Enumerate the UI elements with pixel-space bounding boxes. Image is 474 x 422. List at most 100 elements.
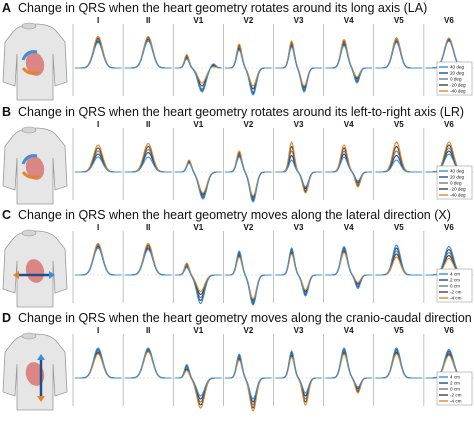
panel-a: A Change in QRS when the heart geometry r… (2, 1, 474, 101)
neck-shape (21, 126, 37, 134)
series-line-3 (225, 254, 272, 302)
lead-label: V2 (244, 223, 254, 232)
series-line-4 (175, 53, 222, 84)
series-line-4 (225, 150, 272, 197)
series-line-0 (275, 46, 322, 93)
lead-v3: V3 (273, 223, 324, 303)
lead-v2: V2 (223, 16, 274, 96)
lead-label: I (97, 120, 99, 129)
lead-v4: V4 (323, 120, 374, 200)
panel-title: Change in QRS when the heart geometry mo… (18, 208, 451, 222)
series-line-0 (125, 40, 172, 69)
torso-icon (2, 126, 68, 205)
lead-label: V5 (394, 326, 404, 335)
series-line-2 (225, 46, 272, 93)
series-line-2 (75, 38, 122, 69)
series-line-0 (125, 347, 172, 379)
series-line-3 (125, 145, 172, 173)
series-line-4 (125, 351, 172, 379)
legend-label: 0 cm (450, 284, 460, 289)
panel-letter: B (2, 105, 11, 119)
series-line-3 (175, 160, 222, 196)
series-line-4 (325, 251, 372, 284)
lead-v1: V1 (172, 16, 224, 96)
series-line-0 (275, 350, 322, 394)
lead-label: V2 (244, 120, 254, 129)
series-line-2 (225, 356, 272, 406)
lead-label: V5 (394, 120, 404, 129)
legend: 4 cm2 cm0 cm-2 cm-4 cm (436, 371, 473, 406)
lead-label: V4 (344, 326, 354, 335)
lead-label: V5 (394, 223, 404, 232)
series-line-4 (275, 356, 322, 406)
series-line-2 (175, 160, 222, 197)
series-line-4 (125, 142, 172, 173)
lead-i: I (72, 120, 124, 200)
series-line-3 (75, 351, 122, 379)
lead-ii: II (122, 223, 174, 303)
rotation-arrow-orange (21, 171, 40, 179)
lead-label: V1 (193, 120, 203, 129)
series-line-2 (225, 153, 272, 200)
lead-label: V3 (294, 326, 304, 335)
series-line-4 (375, 353, 422, 379)
series-line-1 (75, 245, 122, 276)
legend-label: 40 deg (450, 169, 464, 174)
legend-label: 0 deg (450, 181, 462, 186)
series-line-1 (125, 151, 172, 173)
panel-c: C Change in QRS when the heart geometry m… (2, 208, 474, 308)
torso-icon (2, 332, 68, 411)
series-line-0 (275, 247, 322, 297)
lead-v5: V5 (373, 120, 424, 200)
legend-label: -40 deg (450, 89, 466, 94)
series-line-4 (375, 256, 422, 276)
lead-label: I (97, 326, 99, 335)
neck-shape (21, 229, 37, 237)
panel-d: D Change in QRS when the heart geometry m… (2, 311, 474, 412)
lead-v1: V1 (172, 223, 224, 305)
legend-label: 40 deg (450, 65, 464, 70)
lead-v5: V5 (373, 16, 424, 96)
series-line-0 (375, 159, 422, 173)
series-line-1 (125, 38, 172, 69)
series-line-0 (375, 244, 422, 276)
heart-shape (25, 259, 45, 283)
series-line-4 (325, 353, 372, 394)
series-line-1 (225, 354, 272, 403)
series-line-3 (75, 243, 122, 276)
series-line-1 (75, 40, 122, 69)
lead-label: V6 (444, 16, 454, 25)
lead-label: V6 (444, 326, 454, 335)
arrowhead-blue (37, 354, 45, 360)
lead-label: II (146, 223, 150, 232)
lead-i: I (72, 223, 124, 303)
panel-letter: A (2, 1, 11, 15)
panel-letter: C (2, 208, 11, 222)
torso-icon (2, 22, 68, 101)
series-line-3 (275, 251, 322, 293)
legend: 4 cm2 cm0 cm-2 cm-4 cm (436, 268, 473, 303)
lead-v2: V2 (223, 120, 274, 203)
lead-v1: V1 (172, 326, 224, 409)
series-line-0 (375, 347, 422, 379)
neck-shape (21, 22, 37, 30)
series-line-1 (175, 161, 222, 199)
legend-label: 4 cm (450, 375, 460, 380)
series-line-1 (325, 43, 372, 83)
lead-i: I (72, 326, 124, 406)
panel-letter: D (2, 311, 11, 325)
series-line-1 (125, 348, 172, 379)
lead-label: V3 (294, 223, 304, 232)
series-line-4 (275, 141, 322, 194)
legend-label: -2 cm (450, 290, 462, 295)
rotation-arrow-blue (21, 50, 38, 61)
legend-label: -20 deg (450, 83, 466, 88)
lead-label: II (146, 326, 150, 335)
legend-label: 4 cm (450, 272, 460, 277)
lead-label: V3 (294, 120, 304, 129)
series-line-0 (175, 363, 222, 397)
panel-title: Change in QRS when the heart geometry ro… (18, 105, 464, 119)
series-line-4 (375, 37, 422, 69)
lead-label: V1 (193, 16, 203, 25)
